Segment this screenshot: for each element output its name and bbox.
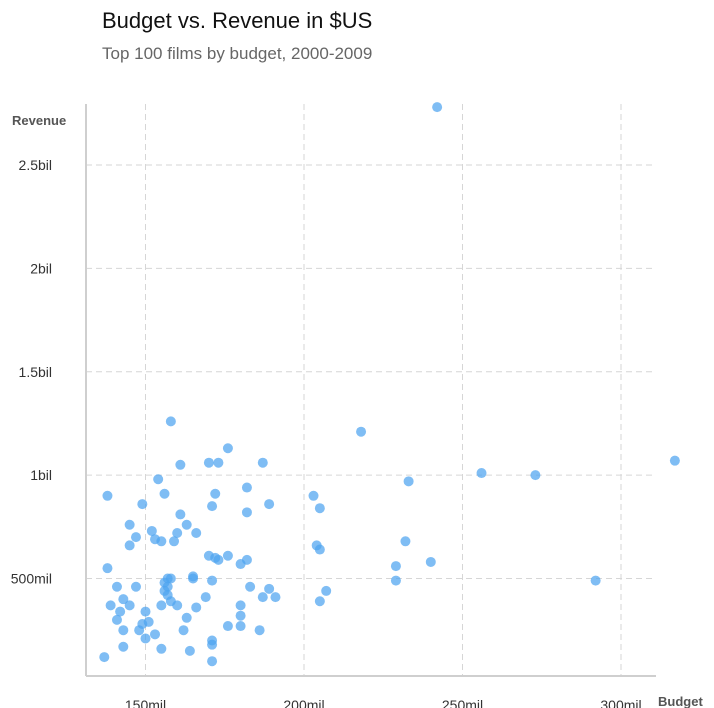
- scatter-point[interactable]: [134, 625, 144, 635]
- x-tick-label: 150mil: [125, 697, 166, 708]
- y-tick-label: 1bil: [30, 467, 52, 483]
- scatter-point[interactable]: [172, 600, 182, 610]
- scatter-point[interactable]: [207, 576, 217, 586]
- scatter-point[interactable]: [112, 615, 122, 625]
- scatter-point[interactable]: [315, 545, 325, 555]
- x-axis-label: Budget: [658, 694, 703, 708]
- scatter-point[interactable]: [391, 576, 401, 586]
- data-points: [99, 102, 680, 666]
- scatter-point[interactable]: [137, 499, 147, 509]
- scatter-point[interactable]: [153, 474, 163, 484]
- scatter-point[interactable]: [236, 621, 246, 631]
- y-tick-label: 500mil: [11, 571, 52, 587]
- scatter-point[interactable]: [236, 559, 246, 569]
- grid-layer: [86, 104, 656, 676]
- scatter-point[interactable]: [213, 555, 223, 565]
- scatter-point[interactable]: [477, 468, 487, 478]
- scatter-point[interactable]: [141, 633, 151, 643]
- scatter-point[interactable]: [309, 491, 319, 501]
- scatter-point[interactable]: [356, 427, 366, 437]
- scatter-point[interactable]: [106, 600, 116, 610]
- scatter-point[interactable]: [144, 617, 154, 627]
- scatter-point[interactable]: [207, 501, 217, 511]
- scatter-point[interactable]: [223, 551, 233, 561]
- scatter-point[interactable]: [223, 443, 233, 453]
- scatter-point[interactable]: [102, 491, 112, 501]
- scatter-point[interactable]: [315, 596, 325, 606]
- scatter-point[interactable]: [188, 574, 198, 584]
- scatter-point[interactable]: [175, 509, 185, 519]
- scatter-point[interactable]: [131, 582, 141, 592]
- scatter-point[interactable]: [125, 520, 135, 530]
- scatter-point[interactable]: [530, 470, 540, 480]
- x-tick-label: 250mil: [442, 697, 483, 708]
- scatter-point[interactable]: [207, 656, 217, 666]
- scatter-point[interactable]: [258, 592, 268, 602]
- scatter-point[interactable]: [131, 532, 141, 542]
- scatter-point[interactable]: [264, 499, 274, 509]
- scatter-point[interactable]: [242, 507, 252, 517]
- scatter-point[interactable]: [169, 536, 179, 546]
- scatter-point[interactable]: [264, 584, 274, 594]
- scatter-point[interactable]: [185, 646, 195, 656]
- scatter-point[interactable]: [404, 476, 414, 486]
- scatter-point[interactable]: [210, 489, 220, 499]
- scatter-point[interactable]: [255, 625, 265, 635]
- y-tick-label: 1.5bil: [19, 364, 52, 380]
- scatter-point[interactable]: [160, 489, 170, 499]
- scatter-point[interactable]: [223, 621, 233, 631]
- y-tick-label: 2.5bil: [19, 157, 52, 173]
- scatter-point[interactable]: [242, 483, 252, 493]
- scatter-point[interactable]: [99, 652, 109, 662]
- scatter-point[interactable]: [400, 536, 410, 546]
- x-tick-label: 200mil: [283, 697, 324, 708]
- scatter-point[interactable]: [204, 458, 214, 468]
- scatter-point[interactable]: [156, 536, 166, 546]
- scatter-point[interactable]: [258, 458, 268, 468]
- scatter-point[interactable]: [125, 600, 135, 610]
- scatter-point[interactable]: [270, 592, 280, 602]
- scatter-point[interactable]: [125, 540, 135, 550]
- scatter-point[interactable]: [236, 611, 246, 621]
- scatter-point[interactable]: [426, 557, 436, 567]
- y-axis-label: Revenue: [12, 113, 66, 128]
- scatter-point[interactable]: [102, 563, 112, 573]
- scatter-point[interactable]: [191, 602, 201, 612]
- scatter-point[interactable]: [207, 640, 217, 650]
- scatter-point[interactable]: [191, 528, 201, 538]
- scatter-point[interactable]: [201, 592, 211, 602]
- scatter-point[interactable]: [236, 600, 246, 610]
- scatter-point[interactable]: [112, 582, 122, 592]
- scatter-point[interactable]: [166, 416, 176, 426]
- scatter-point[interactable]: [321, 586, 331, 596]
- scatter-point[interactable]: [213, 458, 223, 468]
- scatter-point[interactable]: [315, 503, 325, 513]
- tick-labels: 500mil 1bil 1.5bil 2bil 2.5bil 150mil 200mil 25…: [11, 157, 642, 708]
- scatter-point[interactable]: [591, 576, 601, 586]
- y-tick-label: 2bil: [30, 260, 52, 276]
- scatter-point[interactable]: [156, 644, 166, 654]
- x-tick-label: 300mil: [600, 697, 641, 708]
- scatter-point[interactable]: [156, 600, 166, 610]
- scatter-point[interactable]: [179, 625, 189, 635]
- scatter-point[interactable]: [245, 582, 255, 592]
- scatter-point[interactable]: [118, 642, 128, 652]
- scatter-point[interactable]: [141, 607, 151, 617]
- scatter-point[interactable]: [118, 625, 128, 635]
- scatter-point[interactable]: [391, 561, 401, 571]
- scatter-point[interactable]: [432, 102, 442, 112]
- scatter-point[interactable]: [182, 520, 192, 530]
- scatter-point[interactable]: [670, 456, 680, 466]
- scatter-point[interactable]: [182, 613, 192, 623]
- scatter-point[interactable]: [150, 629, 160, 639]
- scatter-point[interactable]: [175, 460, 185, 470]
